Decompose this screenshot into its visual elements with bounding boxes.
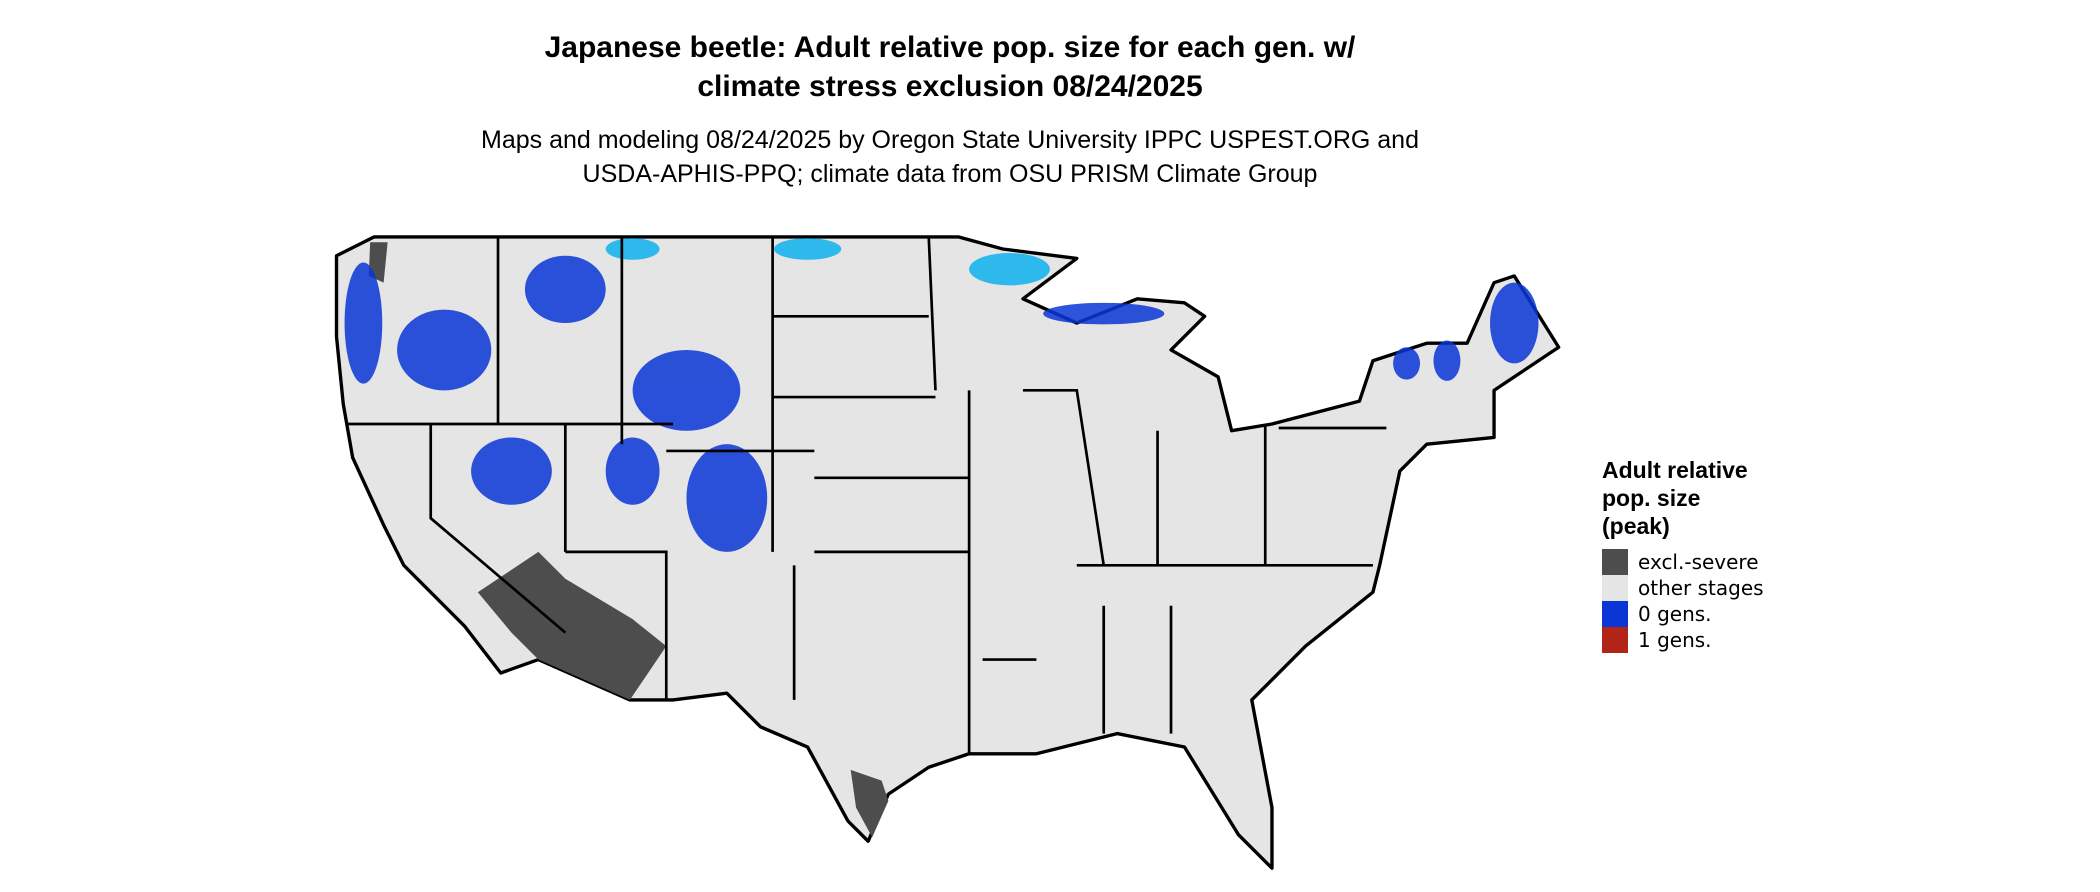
title-line: climate stress exclusion 08/24/2025 <box>697 70 1202 103</box>
legend-title: Adult relative <box>1602 457 1748 483</box>
title-line: Japanese beetle: Adult relative pop. siz… <box>545 31 1356 64</box>
subtitle-line: Maps and modeling 08/24/2025 by Oregon S… <box>481 126 1419 154</box>
legend-label: other stages <box>1638 576 1764 600</box>
legend-swatch <box>1602 575 1628 601</box>
legend-label: 0 gens. <box>1638 602 1712 626</box>
subtitle-line: USDA-APHIS-PPQ; climate data from OSU PR… <box>583 160 1318 188</box>
titles: Japanese beetle: Adult relative pop. siz… <box>481 31 1419 188</box>
legend-title: pop. size <box>1602 485 1700 511</box>
zero-gen-areas <box>344 255 1539 552</box>
us-map <box>334 235 1561 870</box>
light-blue-areas <box>605 238 1050 286</box>
legend-swatch <box>1602 627 1628 653</box>
legend-swatch <box>1602 549 1628 575</box>
state-lines <box>347 236 1387 754</box>
legend-swatch <box>1602 601 1628 627</box>
legend-title: (peak) <box>1602 513 1670 539</box>
legend-label: 1 gens. <box>1638 628 1712 652</box>
legend-label: excl.-severe <box>1638 550 1759 574</box>
